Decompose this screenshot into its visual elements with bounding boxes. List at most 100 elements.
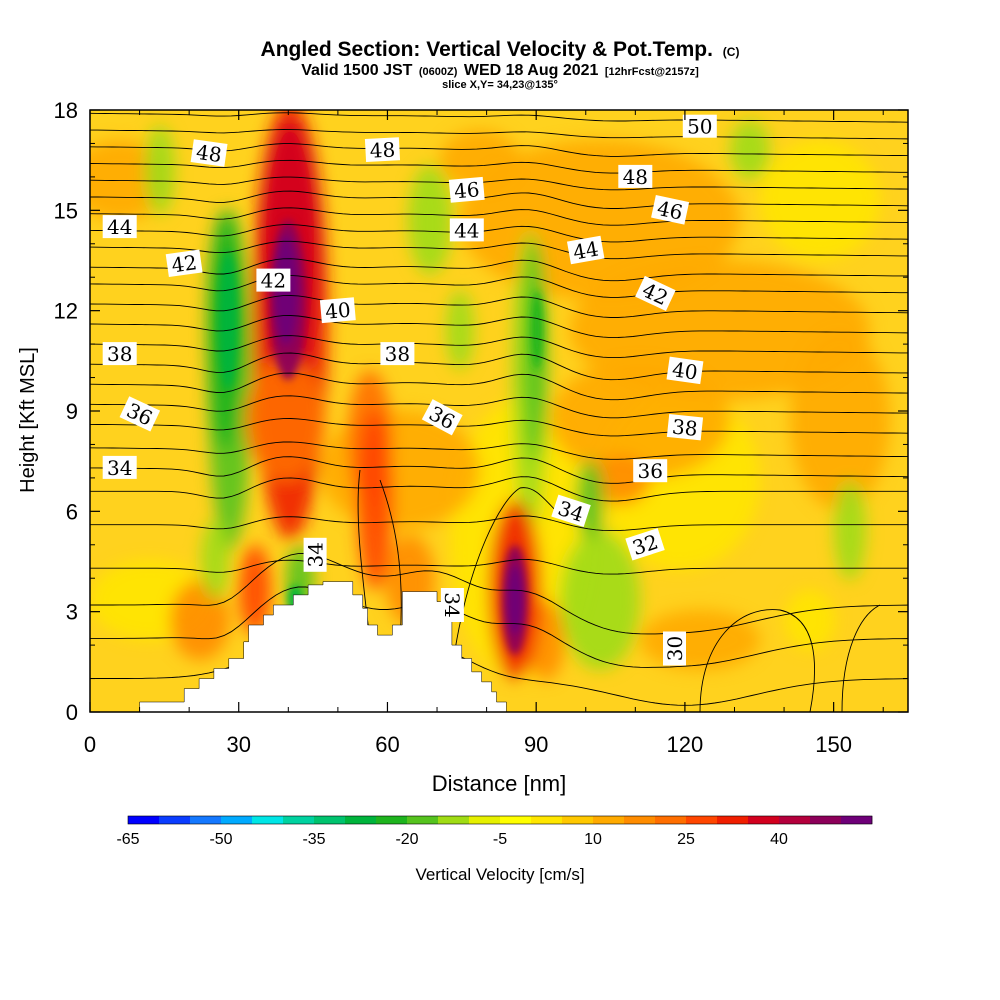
theta-label-box	[625, 528, 665, 561]
colorbar-swatch	[531, 816, 563, 824]
colorbar-tick-label: -50	[209, 831, 232, 848]
y-tick-label: 6	[66, 499, 78, 524]
theta-label-box	[190, 139, 228, 167]
theta-label-box	[651, 195, 690, 225]
theta-label-box	[165, 249, 203, 278]
theta-label-text: 30	[663, 636, 687, 661]
theta-label: 34	[102, 455, 137, 480]
colorbar-tick-label: -5	[493, 831, 507, 848]
chart-subtitle: Valid 1500 JST (0600Z) WED 18 Aug 2021 […	[301, 62, 699, 79]
theta-label-text: 34	[440, 592, 464, 617]
colorbar-swatch	[686, 816, 718, 824]
y-tick-label: 18	[54, 98, 78, 123]
theta-label-text: 46	[655, 196, 685, 225]
x-tick-label: 90	[524, 732, 548, 757]
theta-label: 38	[666, 413, 704, 441]
theta-label: 44	[566, 235, 605, 265]
colorbar-swatch	[314, 816, 346, 824]
colorbar-swatch	[128, 816, 160, 824]
y-tick-label: 15	[54, 198, 78, 223]
theta-label-box	[102, 455, 137, 479]
theta-label-text: 42	[170, 250, 199, 277]
colorbar-swatch	[841, 816, 873, 824]
theta-label-box	[551, 494, 591, 528]
theta-label: 46	[448, 176, 485, 203]
theta-label-text: 50	[687, 115, 712, 139]
theta-label: 34	[440, 588, 464, 622]
chart-slice-info: slice X,Y= 34,23@135°	[442, 79, 558, 91]
theta-label-box	[303, 537, 327, 572]
theta-label-text: 48	[623, 165, 648, 189]
theta-label-box	[682, 114, 717, 138]
theta-label-box	[256, 268, 291, 292]
theta-label-box	[364, 137, 401, 162]
colorbar-swatch	[159, 816, 191, 824]
theta-contours	[90, 112, 908, 712]
theta-label-text: 38	[671, 414, 699, 441]
colorbar-swatch	[624, 816, 656, 824]
colorbar-tick-label: -20	[395, 831, 418, 848]
y-tick-label: 3	[66, 600, 78, 625]
theta-label: 40	[319, 297, 356, 324]
theta-label-box	[618, 164, 653, 188]
theta-label: 40	[666, 356, 704, 385]
theta-label-box	[666, 356, 704, 385]
x-tick-label: 150	[815, 732, 852, 757]
theta-label-text: 44	[107, 215, 132, 239]
theta-label: 48	[618, 164, 653, 189]
theta-label-text: 44	[571, 236, 600, 264]
x-tick-label: 120	[667, 732, 704, 757]
y-tick-label: 12	[54, 299, 78, 324]
theta-label: 32	[625, 528, 665, 561]
theta-label: 36	[633, 459, 668, 483]
theta-label: 50	[682, 114, 717, 139]
y-axis-label: Height [Kft MSL]	[17, 347, 39, 493]
colorbar-swatch	[748, 816, 780, 824]
theta-label-box	[440, 588, 464, 622]
colorbar-swatch	[500, 816, 532, 824]
colorbar-tick-label: -35	[302, 831, 325, 848]
theta-label: 38	[102, 342, 137, 366]
theta-label: 42	[165, 249, 203, 278]
theta-label-text: 38	[385, 342, 410, 366]
colorbar-swatch	[593, 816, 625, 824]
theta-label-box	[449, 218, 484, 242]
theta-label: 34	[303, 537, 328, 572]
theta-label-text: 46	[453, 177, 480, 203]
theta-label-box	[635, 275, 676, 312]
theta-label-box	[380, 342, 415, 366]
theta-label-text: 40	[324, 298, 351, 324]
x-tick-label: 30	[226, 732, 250, 757]
chart-title: Angled Section: Vertical Velocity & Pot.…	[261, 38, 740, 61]
colorbar-label: Vertical Velocity [cm/s]	[415, 865, 584, 884]
theta-label-text: 34	[304, 542, 328, 567]
theta-label-text: 38	[107, 342, 132, 366]
colorbar-swatch	[655, 816, 687, 824]
colorbar-tick-label: -65	[116, 831, 139, 848]
colorbar-swatch	[779, 816, 811, 824]
colorbar-ticks: -65 -50 -35 -20 -5 10 25 40	[116, 831, 788, 848]
theta-label-text: 40	[671, 357, 700, 384]
theta-label: 30	[663, 631, 687, 666]
x-axis: 0 30 60 90 120 150	[84, 110, 884, 757]
colorbar-tick-label: 40	[770, 831, 788, 848]
theta-label-box	[633, 459, 668, 483]
colorbar-swatch	[562, 816, 594, 824]
theta-label: 44	[102, 215, 137, 239]
theta-label: 48	[190, 139, 228, 167]
theta-label-text: 48	[369, 137, 396, 162]
velocity-field	[90, 110, 890, 680]
theta-label: 46	[651, 195, 690, 225]
theta-label-box	[119, 396, 161, 432]
theta-label-box	[102, 215, 137, 239]
colorbar-swatch	[190, 816, 222, 824]
theta-label-box	[319, 297, 356, 324]
y-tick-label: 0	[66, 700, 78, 725]
colorbar-tick-label: 25	[677, 831, 695, 848]
theta-label-text: 42	[261, 269, 286, 293]
theta-label-box	[663, 631, 686, 666]
